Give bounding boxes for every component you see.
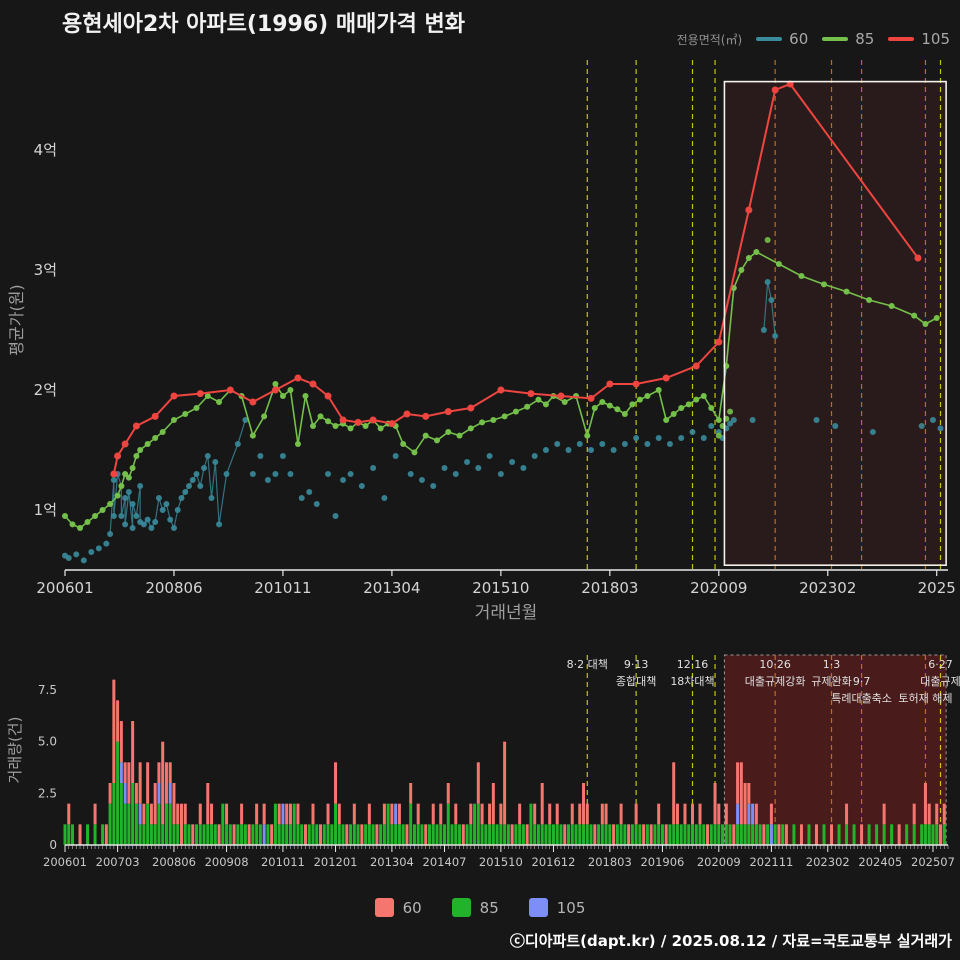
policy-annotation: 종합대책 [616,675,656,688]
policy-lines-volume [586,655,942,845]
volume-x-tick-label: 201407 [423,855,467,869]
policy-annotation: 10·26 [759,658,791,671]
policy-annotation: 대출규제 [920,675,960,688]
legend-item-60[interactable]: 60 [756,30,808,48]
volume-y-axis-title: 거래량(건) [6,717,24,784]
legend-top-label: 전용면적(㎡) [676,32,743,47]
series-105 [110,80,922,478]
volume-x-tick-label: 201011 [261,855,305,869]
policy-annotation: 1·3 [823,658,841,671]
series-60 [62,279,944,564]
policy-annotation: 9·7 [853,675,871,688]
policy-annotation: 8·2 대책 [567,658,608,671]
y-tick-label: 2억 [34,381,57,399]
series-105-swatch [888,37,915,41]
shaded-region [723,654,947,846]
x-tick-label: 201803 [581,579,638,597]
legend-item-105-label: 105 [921,30,950,48]
volume-legend-item-85[interactable]: 85 [451,898,499,917]
x-axis-title: 거래년월 [475,603,538,623]
price-history-chart: 200601 200806 201011 201304 201510 201803 2020… [7,60,956,623]
volume-y-axis: 0 2.5 5.0 7.5 [38,683,57,852]
policy-annotation: 규제완화 [811,675,851,688]
volume-x-tick-label: 202405 [858,855,902,869]
policy-annotation: 18차대책 [670,675,714,688]
legend-item-85-label: 85 [855,30,875,48]
policy-annotation: 토허재 해제 [898,691,952,705]
volume-x-tick-label: 201304 [370,855,414,869]
policy-annotation: 특례대출축소 [831,692,892,705]
volume-x-tick-label: 202302 [806,855,850,869]
volume-x-tick-label: 200703 [96,855,140,869]
bar-105-swatch [528,898,548,917]
policy-annotation: 대출규제강화 [745,675,806,688]
x-tick-label: 201304 [363,579,420,597]
y-axis-title: 평균가(원) [7,284,26,355]
bar-85-swatch [451,898,471,917]
policy-annotation: 12·16 [677,658,709,671]
legend-item-85[interactable]: 85 [822,30,874,48]
highlight-box-fill [724,81,947,566]
highlight-box [723,80,947,567]
volume-x-tick-label: 200601 [43,855,87,869]
volume-y-tick-label: 2.5 [38,786,57,800]
volume-x-tick-label: 202507 [911,855,955,869]
volume-x-tick-label: 201803 [588,855,632,869]
volume-x-tick-label: 200908 [205,855,249,869]
volume-x-tick-label: 201612 [532,855,576,869]
footer-credit: ⓒ디아파트(dapt.kr) / 2025.08.12 / 자료=국토교통부 실… [509,932,952,950]
volume-x-tick-label: 201201 [314,855,358,869]
volume-y-tick-label: 7.5 [38,683,57,697]
x-tick-label: 201011 [254,579,311,597]
volume-y-tick-label: 0 [49,838,57,852]
x-tick-label: 200806 [145,579,202,597]
legend-bottom: 60 85 105 [0,898,960,917]
volume-x-axis: 200601 200703 200806 200908 201011 201201 2013… [43,844,955,869]
x-tick-label: 201510 [472,579,529,597]
x-tick-label: 202009 [690,579,747,597]
x-axis: 200601 200806 201011 201304 201510 201803 2020… [36,569,956,597]
volume-legend-85-label: 85 [479,898,499,917]
legend-item-60-label: 60 [789,30,809,48]
policy-lines [586,60,942,570]
y-tick-label: 3억 [34,261,57,279]
policy-annotation: 9·13 [624,658,649,671]
volume-bars [63,679,946,845]
x-tick-label: 2025 [918,579,956,597]
volume-x-tick-label: 200806 [152,855,196,869]
volume-x-tick-label: 202111 [749,855,793,869]
volume-y-tick-label: 5.0 [38,735,57,749]
bar-60-swatch [374,898,394,917]
y-axis: 1억 2억 3억 4억 [34,141,57,519]
volume-legend-item-60[interactable]: 60 [374,898,422,917]
volume-x-tick-label: 202009 [697,855,741,869]
volume-legend-105-label: 105 [556,898,586,917]
page-title: 용현세아2차 아파트(1996) 매매가격 변화 [62,12,465,37]
volume-x-tick-label: 201906 [640,855,684,869]
y-tick-label: 1억 [34,501,57,519]
volume-legend-item-105[interactable]: 105 [528,898,586,917]
series-60-swatch [756,37,783,41]
x-tick-label: 200601 [36,579,93,597]
x-tick-label: 202302 [799,579,856,597]
y-tick-label: 4억 [34,141,57,159]
series-85-swatch [822,37,849,41]
policy-annotations: 8·2 대책 9·13 종합대책 12·16 18차대책 10·26 대출규제강화 1·3 규제… [567,658,960,705]
volume-x-tick-label: 201510 [479,855,523,869]
volume-chart: 200601 200703 200806 200908 201011 201201 2013… [6,654,960,869]
volume-legend-60-label: 60 [402,898,422,917]
policy-annotation: 6·27 [928,658,953,671]
legend-item-105[interactable]: 105 [888,30,950,48]
legend-top: 전용면적(㎡) 60 85 105 [677,30,950,48]
